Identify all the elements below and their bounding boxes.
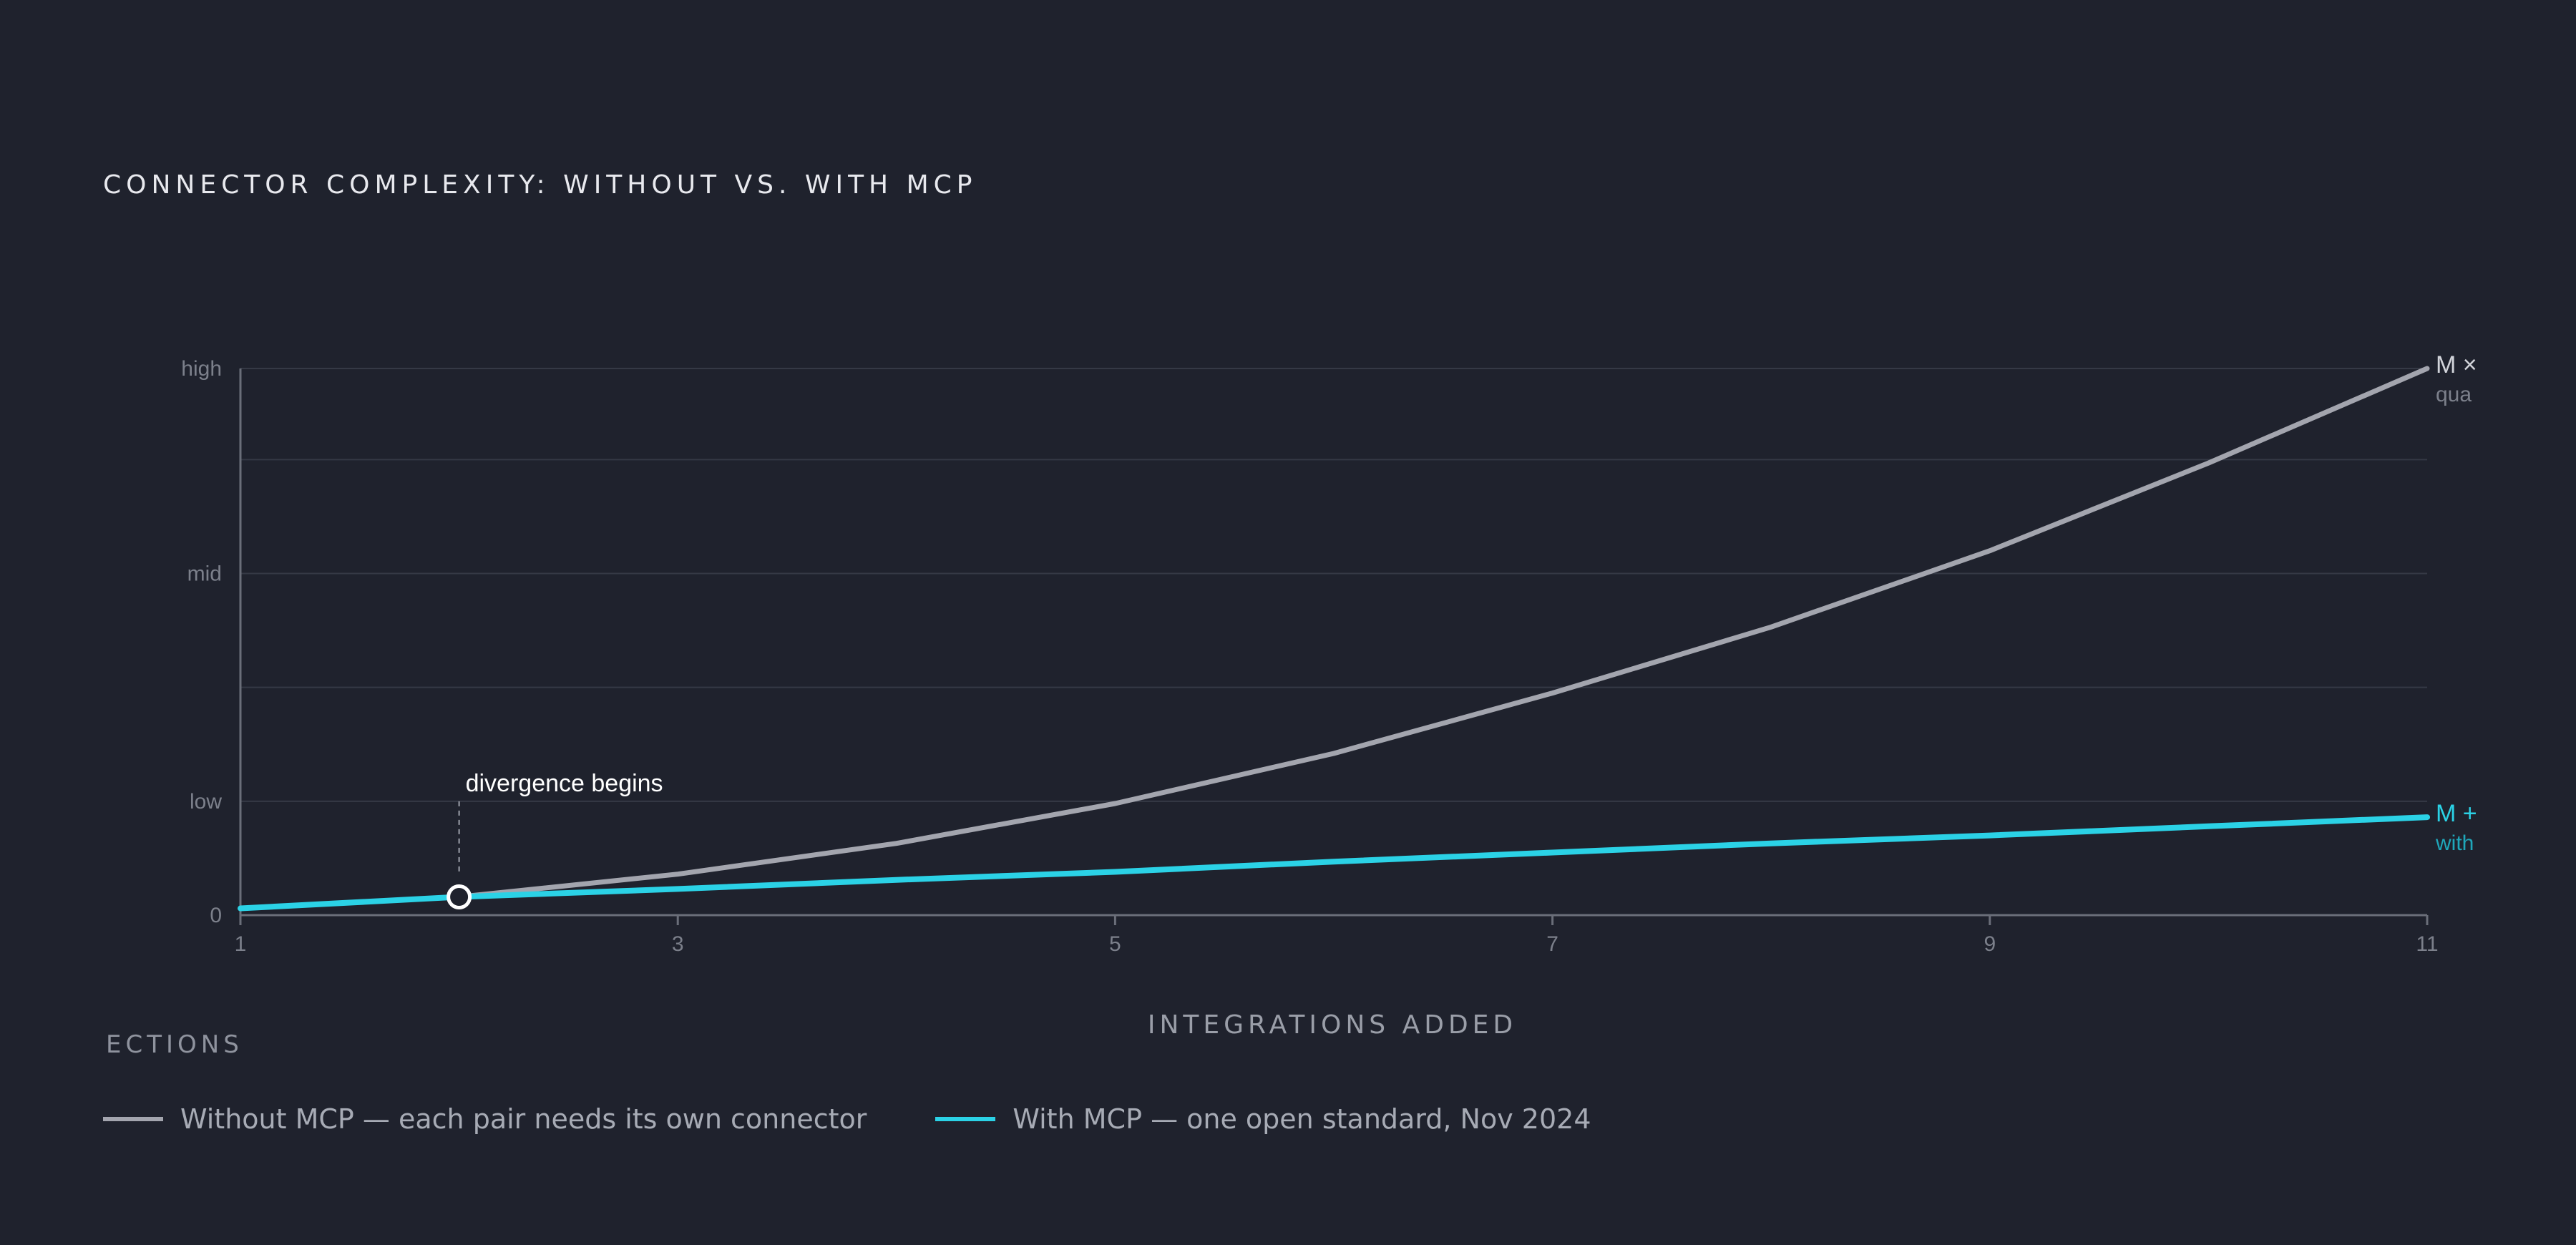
annotation-label: divergence begins [466, 770, 663, 797]
end-label-with-mcp: M + [2436, 800, 2477, 827]
y-tick-label: mid [187, 562, 222, 586]
series-end-labels: M × qua M + with [2435, 351, 2477, 855]
y-tick-label: low [190, 790, 222, 814]
y-tick-labels: 0 low mid high [181, 357, 222, 927]
x-tick-labels: 1 3 5 7 9 11 [235, 915, 2439, 956]
gridlines [240, 368, 2427, 802]
y-tick-label: high [181, 357, 222, 381]
legend-item-without-mcp: Without MCP — each pair needs its own co… [103, 1103, 867, 1135]
x-tick-label: 9 [1984, 932, 1996, 956]
divergence-marker [447, 884, 472, 910]
legend-item-with-mcp: With MCP — one open standard, Nov 2024 [935, 1103, 1591, 1135]
end-label-without-mcp: M × [2436, 351, 2477, 379]
chart-title: CONNECTOR COMPLEXITY: WITHOUT VS. WITH M… [103, 170, 977, 200]
legend: Without MCP — each pair needs its own co… [103, 1103, 1660, 1135]
x-tick-label: 3 [672, 932, 684, 956]
annotations: divergence begins [447, 770, 663, 910]
x-tick-label: 7 [1546, 932, 1558, 956]
series-lines [238, 366, 2430, 912]
x-tick-label: 1 [235, 932, 247, 956]
x-tick-label: 5 [1109, 932, 1121, 956]
axes [239, 368, 2427, 917]
series-line-without-mcp [238, 366, 2430, 911]
legend-label-with-mcp: With MCP — one open standard, Nov 2024 [1013, 1103, 1591, 1135]
end-sublabel-with-mcp: with [2435, 831, 2474, 855]
legend-label-without-mcp: Without MCP — each pair needs its own co… [180, 1103, 867, 1135]
series-line-with-mcp [238, 814, 2430, 912]
end-sublabel-without-mcp: qua [2436, 383, 2472, 406]
legend-swatch-with-mcp [935, 1117, 996, 1121]
legend-swatch-without-mcp [103, 1117, 163, 1121]
section-label: ECTIONS [106, 1030, 243, 1059]
x-axis-label: INTEGRATIONS ADDED [1148, 1010, 1517, 1040]
y-tick-label: 0 [210, 904, 222, 927]
x-tick-label: 11 [2416, 932, 2438, 956]
